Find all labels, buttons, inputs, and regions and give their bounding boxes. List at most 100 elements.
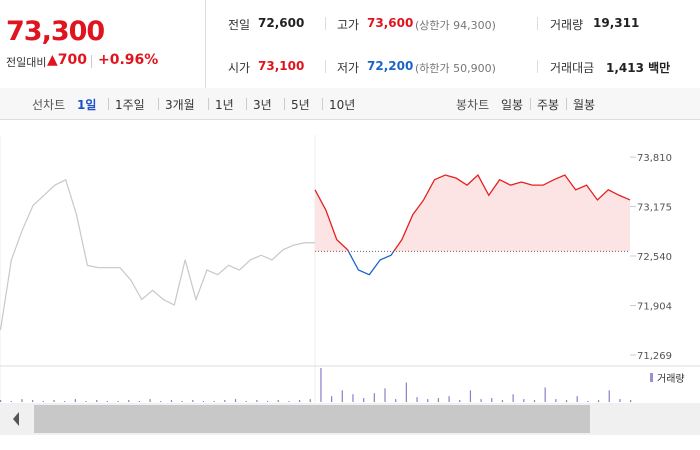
period-tab[interactable]: 1일 bbox=[77, 98, 97, 112]
stat-label: 전일 bbox=[228, 18, 251, 32]
volume-bar bbox=[64, 401, 66, 402]
volume-bar bbox=[619, 399, 621, 402]
sep bbox=[284, 98, 285, 110]
change-rate: +0.96% bbox=[98, 52, 159, 68]
volume-bar bbox=[469, 390, 472, 402]
y-tick-label: 71,269 bbox=[637, 351, 672, 362]
volume-bar bbox=[256, 400, 258, 402]
volume-bar bbox=[405, 382, 407, 402]
divider bbox=[205, 0, 206, 88]
stat-label: 시가 bbox=[228, 61, 251, 75]
volume-bar bbox=[128, 400, 130, 402]
volume-bar bbox=[42, 401, 44, 402]
volume-bar bbox=[53, 400, 55, 402]
y-tick-label: 71,904 bbox=[637, 302, 672, 313]
volume-label: 거래량 bbox=[657, 373, 685, 385]
price-line-previous bbox=[0, 178, 316, 331]
sep bbox=[158, 98, 159, 110]
stat-label: 고가 bbox=[337, 18, 360, 32]
change: ▲700 bbox=[47, 52, 87, 68]
candle-label: 봉차트 bbox=[456, 98, 490, 112]
stat-value: 72,600 bbox=[258, 16, 305, 30]
volume-bar bbox=[533, 400, 536, 402]
sep bbox=[325, 17, 326, 30]
stat-value: 72,200 bbox=[367, 59, 414, 73]
volume-bar bbox=[501, 400, 504, 402]
volume-bar bbox=[245, 401, 247, 402]
volume-bar bbox=[85, 401, 87, 402]
volume-bar bbox=[512, 394, 514, 402]
candle-tab[interactable]: 월봉 bbox=[573, 98, 596, 112]
volume-bar bbox=[181, 401, 183, 402]
volume-bar bbox=[170, 400, 173, 402]
volume-bar bbox=[96, 400, 98, 402]
volume-legend-icon bbox=[650, 373, 653, 382]
volume-bar bbox=[630, 400, 632, 402]
volume-bar bbox=[597, 400, 600, 402]
volume-bar bbox=[74, 399, 76, 402]
volume-bar bbox=[448, 396, 450, 402]
candle-tab[interactable]: 주봉 bbox=[537, 98, 560, 112]
sep bbox=[325, 60, 326, 73]
y-tick-label: 73,810 bbox=[637, 153, 672, 164]
volume-bar bbox=[192, 400, 194, 402]
stat-label: 거래량 bbox=[550, 18, 584, 32]
period-tab[interactable]: 1년 bbox=[215, 98, 234, 112]
sep bbox=[246, 98, 247, 110]
volume-bar bbox=[32, 400, 34, 402]
y-tick-label: 72,540 bbox=[637, 252, 672, 263]
scroll-left[interactable] bbox=[13, 412, 19, 426]
volume-bar bbox=[427, 399, 429, 402]
change-label: 전일대비 bbox=[6, 56, 47, 69]
price-line-today-down bbox=[347, 251, 395, 276]
arrow: ▲ bbox=[47, 52, 58, 68]
volume-bar bbox=[160, 401, 162, 402]
stat-value: 73,600 bbox=[367, 16, 414, 30]
volume-bar bbox=[523, 399, 525, 402]
period-tab[interactable]: 3년 bbox=[253, 98, 272, 112]
period-tab[interactable]: 1주일 bbox=[115, 98, 145, 112]
period-tab[interactable]: 5년 bbox=[291, 98, 310, 112]
volume-bar bbox=[373, 393, 375, 402]
line-chart-label: 선차트 bbox=[32, 98, 66, 112]
period-tab[interactable]: 10년 bbox=[329, 98, 356, 112]
volume-bar bbox=[213, 401, 215, 402]
sep bbox=[91, 55, 92, 68]
sep bbox=[530, 98, 531, 110]
volume-bar bbox=[234, 399, 237, 402]
volume-bar bbox=[309, 399, 311, 402]
volume-bar bbox=[149, 399, 151, 402]
sep bbox=[208, 98, 209, 110]
volume-bar bbox=[224, 400, 226, 402]
volume-bar bbox=[138, 401, 141, 402]
stat-label: 거래대금 bbox=[550, 61, 595, 75]
volume-bar bbox=[576, 396, 578, 402]
volume-bar bbox=[437, 398, 439, 402]
volume-bar bbox=[320, 368, 322, 402]
volume-bar bbox=[202, 401, 205, 402]
volume-bar bbox=[331, 396, 333, 402]
volume-bar bbox=[459, 400, 461, 402]
volume-bar bbox=[491, 398, 493, 402]
sep bbox=[108, 98, 109, 110]
volume-bar bbox=[395, 399, 397, 402]
volume-bar bbox=[298, 400, 301, 402]
volume-bar bbox=[384, 388, 386, 402]
candle-tab[interactable]: 일봉 bbox=[501, 98, 524, 112]
stat-value: 1,413 백만 bbox=[606, 61, 671, 75]
volume-bar bbox=[587, 401, 589, 402]
volume-bar bbox=[21, 399, 23, 402]
area-today bbox=[315, 175, 630, 252]
stat-note: (상한가 94,300) bbox=[415, 19, 496, 32]
stat-value: 19,311 bbox=[593, 16, 640, 30]
sep bbox=[537, 60, 538, 73]
volume-bar bbox=[341, 390, 343, 402]
volume-bar bbox=[0, 400, 2, 402]
scrollbar-thumb[interactable] bbox=[34, 405, 590, 433]
chart: 거래량 73,810 73,175 72,540 71,904 71,269 bbox=[0, 135, 700, 435]
volume-bar bbox=[555, 399, 557, 402]
volume-bar bbox=[416, 397, 418, 402]
period-tab[interactable]: 3개월 bbox=[165, 98, 195, 112]
y-tick-label: 73,175 bbox=[637, 203, 672, 214]
